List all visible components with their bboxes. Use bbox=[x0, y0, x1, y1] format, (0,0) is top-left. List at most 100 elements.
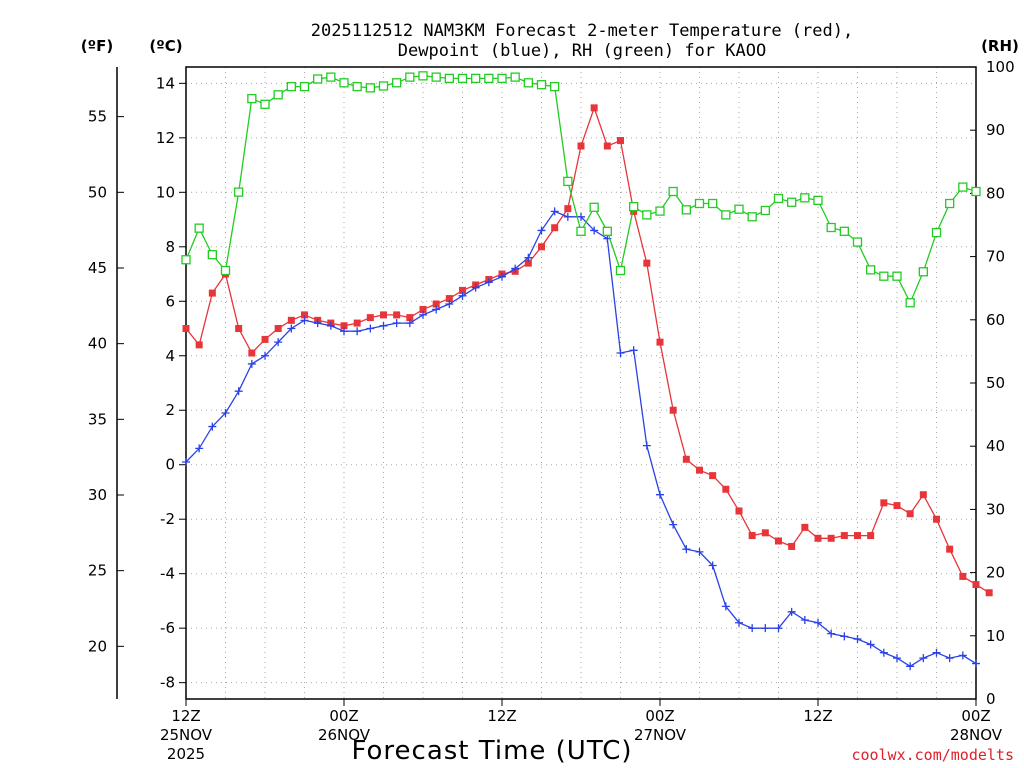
rh-tick-label: 50 bbox=[986, 374, 1005, 392]
temperature-red-point bbox=[182, 325, 190, 333]
rh-green-point bbox=[655, 206, 665, 216]
dewpoint-blue-point bbox=[247, 359, 256, 368]
dewpoint-blue-point bbox=[353, 327, 362, 336]
rh-green-point bbox=[471, 73, 481, 84]
dewpoint-blue-point bbox=[550, 207, 559, 216]
temperature-red-point bbox=[393, 311, 401, 319]
rh-green-point bbox=[299, 81, 310, 92]
fahrenheit-axis-unit: (ºF) bbox=[81, 37, 113, 55]
temperature-red-point bbox=[893, 502, 901, 510]
dewpoint-blue-point bbox=[498, 272, 506, 281]
temperature-red-point bbox=[906, 510, 914, 518]
dewpoint-blue-point bbox=[537, 226, 546, 235]
chart-title-line2: Dewpoint (blue), RH (green) for KAOO bbox=[398, 41, 766, 61]
temperature-red-line bbox=[185, 105, 990, 594]
rh-green-point bbox=[497, 73, 507, 84]
celsius-tick-label: -4 bbox=[160, 565, 175, 583]
rh-tick-label: 80 bbox=[986, 184, 1005, 202]
temperature-red-point bbox=[814, 534, 822, 542]
temperature-red-point bbox=[551, 224, 559, 232]
rh-green-point bbox=[971, 186, 981, 197]
temperature-red-point bbox=[775, 537, 782, 545]
temperature-red-point bbox=[538, 243, 545, 251]
rh-green-point bbox=[721, 210, 731, 220]
dewpoint-blue-point bbox=[656, 490, 664, 499]
rh-tick-label: 90 bbox=[986, 121, 1005, 139]
rh-green-point bbox=[668, 186, 678, 197]
fahrenheit-tick-label: 20 bbox=[88, 637, 107, 655]
temperature-red-point bbox=[564, 205, 572, 213]
temperature-red-point bbox=[696, 466, 703, 474]
temperature-red-point bbox=[261, 335, 269, 343]
rh-green-point bbox=[694, 198, 705, 209]
dewpoint-blue-point bbox=[379, 321, 388, 330]
rh-green-point bbox=[260, 99, 270, 109]
rh-green-point bbox=[945, 198, 955, 209]
rh-green-point bbox=[708, 198, 718, 209]
dewpoint-blue-point bbox=[300, 316, 309, 325]
rh-green-point bbox=[734, 204, 744, 214]
temperature-red-point bbox=[722, 485, 730, 493]
dewpoint-blue-point bbox=[274, 338, 283, 347]
dewpoint-blue-point bbox=[366, 324, 375, 333]
dewpoint-blue-point bbox=[234, 387, 243, 396]
dewpoint-blue-point bbox=[774, 624, 783, 633]
dewpoint-blue-point bbox=[629, 346, 638, 355]
dewpoint-blue-point bbox=[524, 253, 533, 262]
temperature-red-point bbox=[643, 259, 651, 267]
rh-green-point bbox=[247, 93, 257, 104]
dewpoint-blue-point bbox=[432, 305, 441, 314]
rh-tick-label: 30 bbox=[986, 500, 1005, 518]
rh-green-point bbox=[444, 73, 454, 84]
rh-green-point bbox=[234, 187, 244, 197]
celsius-axis-unit: (ºC) bbox=[149, 37, 182, 55]
dewpoint-blue-point bbox=[893, 654, 901, 663]
temperature-red-point bbox=[366, 314, 374, 322]
temperature-red-point bbox=[669, 406, 677, 414]
dewpoint-blue-point bbox=[484, 278, 493, 287]
dewpoint-blue-point bbox=[287, 324, 296, 333]
fahrenheit-tick-label: 50 bbox=[88, 183, 107, 201]
dewpoint-blue-point bbox=[577, 212, 585, 221]
temperature-red-point bbox=[919, 491, 927, 499]
rh-green-point bbox=[326, 72, 336, 82]
dewpoint-blue-point bbox=[261, 351, 269, 360]
rh-tick-label: 10 bbox=[986, 627, 1005, 645]
rh-green-point bbox=[365, 83, 375, 93]
rh-green-point bbox=[220, 265, 231, 276]
celsius-tick-label: -6 bbox=[160, 619, 175, 637]
x-tick-label-date: 26NOV bbox=[318, 726, 371, 744]
rh-green-line bbox=[185, 75, 977, 305]
dewpoint-blue-point bbox=[340, 327, 348, 336]
rh-green-point bbox=[918, 267, 928, 277]
dewpoint-blue-point bbox=[458, 291, 467, 300]
rh-green-point bbox=[681, 205, 691, 215]
rh-green-point bbox=[207, 250, 217, 260]
temperature-red-point bbox=[287, 316, 295, 324]
chart-title-line1: 2025112512 NAM3KM Forecast 2-meter Tempe… bbox=[311, 21, 853, 41]
x-tick-label-time: 12Z bbox=[171, 707, 200, 725]
temperature-red-point bbox=[946, 545, 954, 553]
dewpoint-blue-point bbox=[853, 635, 862, 644]
x-tick-label-time: 12Z bbox=[803, 707, 832, 725]
temperature-red-point bbox=[195, 341, 203, 349]
dewpoint-blue-point bbox=[642, 441, 651, 450]
dewpoint-blue-point bbox=[827, 629, 836, 638]
rh-green-point bbox=[629, 202, 639, 212]
dewpoint-blue-point bbox=[563, 212, 572, 221]
rh-green-point bbox=[576, 226, 586, 236]
temperature-red-point bbox=[880, 499, 888, 507]
rh-green-point bbox=[523, 78, 533, 88]
dewpoint-blue-point bbox=[695, 547, 704, 556]
temperature-red-point bbox=[682, 455, 690, 463]
dewpoint-blue-point bbox=[195, 444, 204, 453]
rh-green-point bbox=[602, 226, 612, 236]
temperature-red-point bbox=[208, 289, 216, 297]
fahrenheit-tick-label: 55 bbox=[88, 108, 107, 126]
temperature-red-point bbox=[590, 104, 598, 112]
temperature-red-point bbox=[340, 322, 348, 330]
temperature-red-point bbox=[445, 295, 453, 303]
x-tick-label-time: 00Z bbox=[645, 707, 674, 725]
dewpoint-blue-point bbox=[405, 319, 414, 328]
